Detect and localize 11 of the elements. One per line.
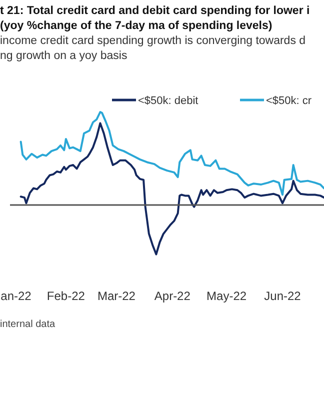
legend-label: <$50k: debit bbox=[138, 95, 198, 107]
chart-subtitle: income credit card spending growth is converging towards d ng growth on a yoy basis bbox=[0, 35, 306, 62]
x-tick-label: Mar-22 bbox=[97, 289, 136, 303]
x-tick-label: Apr-22 bbox=[154, 289, 191, 303]
x-tick-label: Jun-22 bbox=[264, 289, 302, 303]
legend-label: <$50k: cr bbox=[266, 95, 312, 107]
x-tick-label: May-22 bbox=[206, 289, 247, 303]
x-tick-label: an-22 bbox=[0, 289, 32, 303]
text: internal data bbox=[0, 319, 56, 330]
chart-title: t 21: Total credit card and debit card spending for lower i (yoy %change of the 7-day ma of spending levels) bbox=[0, 5, 310, 32]
x-tick-label: Feb-22 bbox=[46, 289, 86, 303]
